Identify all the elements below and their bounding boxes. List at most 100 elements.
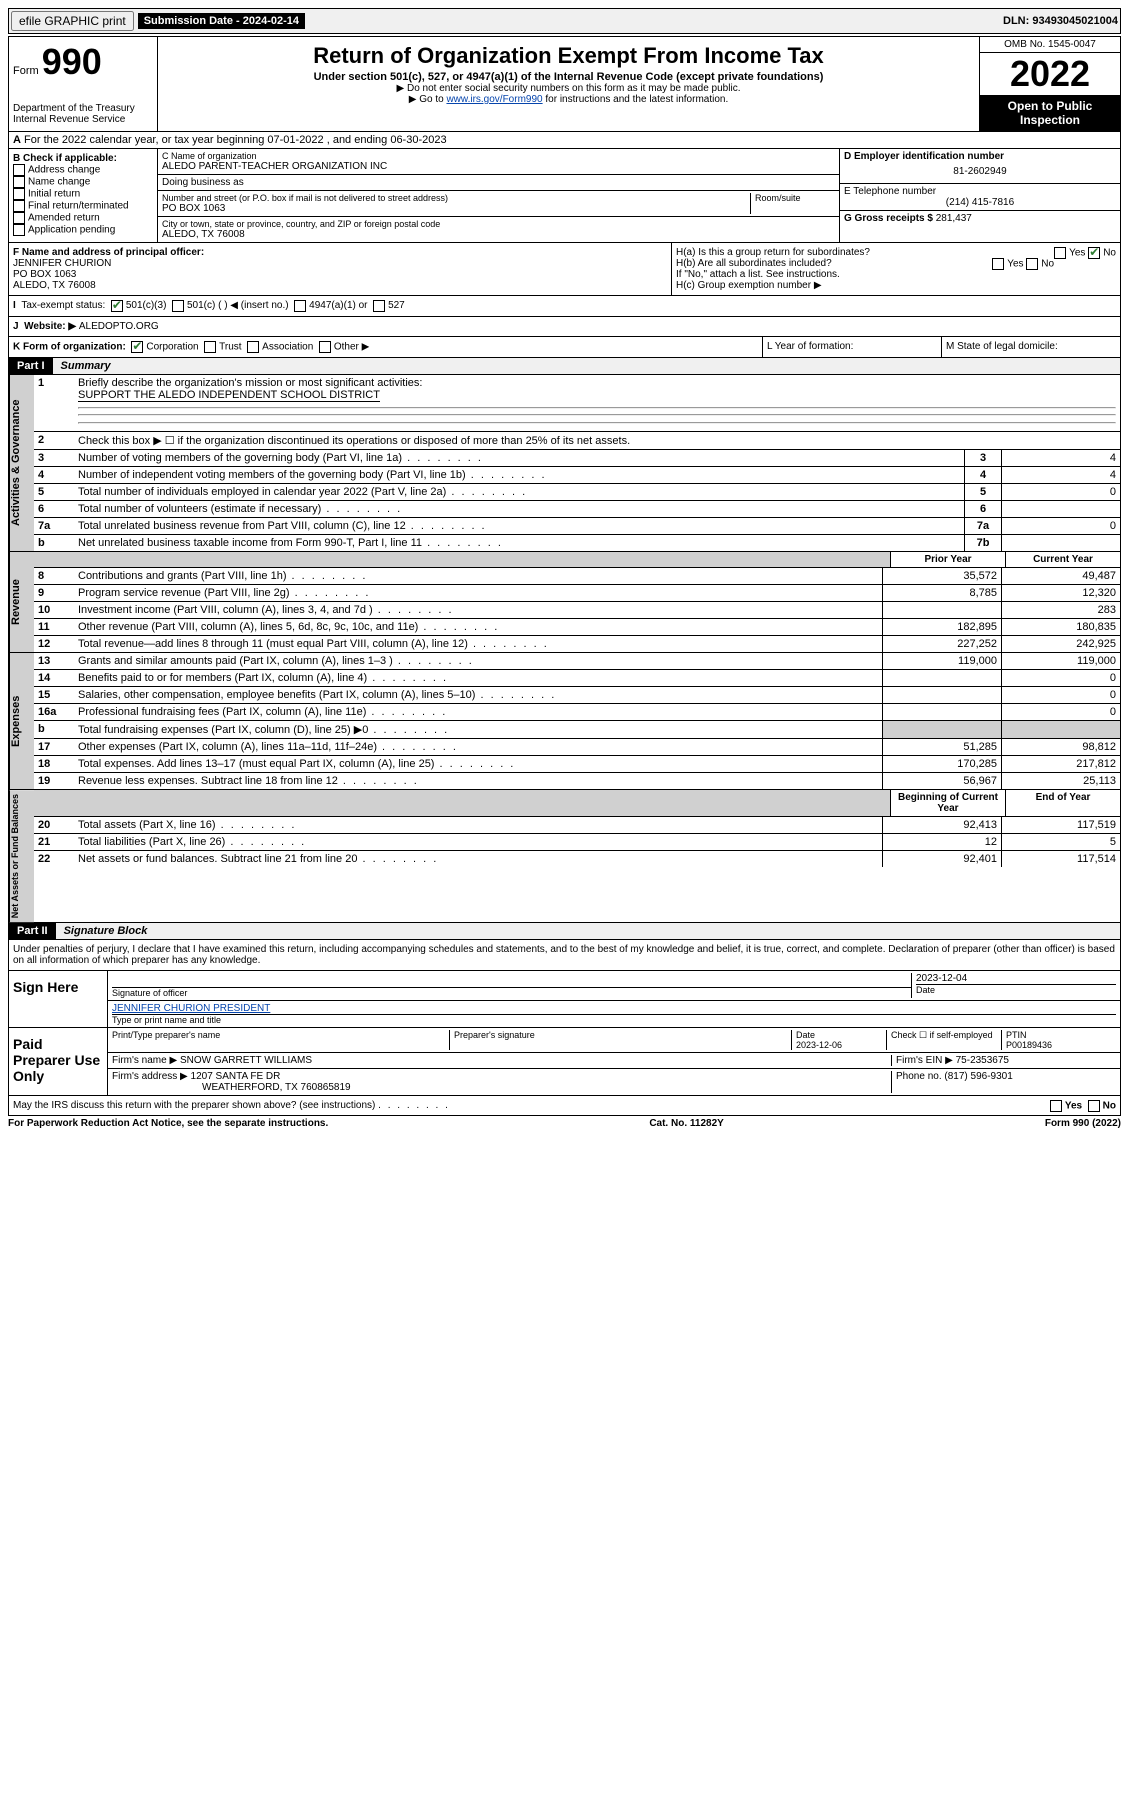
begin-year-header: Beginning of Current Year xyxy=(890,790,1005,816)
state-domicile: M State of legal domicile: xyxy=(941,337,1120,357)
table-row: 20Total assets (Part X, line 16)92,41311… xyxy=(34,817,1120,834)
side-revenue: Revenue xyxy=(9,552,34,652)
col-b-header: B Check if applicable: xyxy=(13,153,117,164)
form-word: Form xyxy=(13,65,39,77)
footer-right: Form 990 (2022) xyxy=(1045,1118,1121,1129)
firm-name-label: Firm's name ▶ xyxy=(112,1055,177,1066)
part1-header: Part I xyxy=(9,358,53,374)
table-row: 9Program service revenue (Part VIII, lin… xyxy=(34,585,1120,602)
ha-label: H(a) Is this a group return for subordin… xyxy=(676,247,870,258)
irs-label: Internal Revenue Service xyxy=(13,114,153,125)
l1-label: Briefly describe the organization's miss… xyxy=(78,377,422,389)
l2-label: Check this box ▶ ☐ if the organization d… xyxy=(74,432,1120,449)
table-row: bNet unrelated business taxable income f… xyxy=(34,535,1120,551)
table-row: 12Total revenue—add lines 8 through 11 (… xyxy=(34,636,1120,652)
hb-note: If "No," attach a list. See instructions… xyxy=(676,269,1116,280)
note-goto-b: for instructions and the latest informat… xyxy=(545,94,728,105)
hb-label: H(b) Are all subordinates included? xyxy=(676,258,832,269)
firm-addr-label: Firm's address ▶ xyxy=(112,1071,188,1082)
table-row: 19Revenue less expenses. Subtract line 1… xyxy=(34,773,1120,789)
officer-label: F Name and address of principal officer: xyxy=(13,247,204,258)
form-subtitle: Under section 501(c), 527, or 4947(a)(1)… xyxy=(162,71,975,83)
table-row: 5Total number of individuals employed in… xyxy=(34,484,1120,501)
form-header: Form 990 Department of the Treasury Inte… xyxy=(8,36,1121,132)
cb-ha-no[interactable] xyxy=(1088,247,1100,259)
firm-ein-label: Firm's EIN ▶ xyxy=(896,1055,953,1066)
cb-initial-return[interactable] xyxy=(13,188,25,200)
side-governance: Activities & Governance xyxy=(9,375,34,551)
cb-amended[interactable] xyxy=(13,212,25,224)
type-name-label: Type or print name and title xyxy=(112,1014,1116,1025)
cb-501c[interactable] xyxy=(172,300,184,312)
table-row: 21Total liabilities (Part X, line 26)125 xyxy=(34,834,1120,851)
current-year-header: Current Year xyxy=(1005,552,1120,567)
cb-ha-yes[interactable] xyxy=(1054,247,1066,259)
table-row: 8Contributions and grants (Part VIII, li… xyxy=(34,568,1120,585)
note-goto-a: ▶ Go to xyxy=(409,94,447,105)
firm-phone: (817) 596-9301 xyxy=(944,1071,1012,1082)
tax-year: 2022 xyxy=(980,53,1120,95)
part2-title: Signature Block xyxy=(56,925,148,937)
cb-527[interactable] xyxy=(373,300,385,312)
submission-date: Submission Date - 2024-02-14 xyxy=(138,13,305,29)
cb-discuss-yes[interactable] xyxy=(1050,1100,1062,1112)
top-bar: efile GRAPHIC print Submission Date - 20… xyxy=(8,8,1121,34)
city-label: City or town, state or province, country… xyxy=(162,219,835,229)
tax-status-label: Tax-exempt status: xyxy=(21,300,105,312)
table-row: 6Total number of volunteers (estimate if… xyxy=(34,501,1120,518)
footer-left: For Paperwork Reduction Act Notice, see … xyxy=(8,1118,328,1129)
cb-assoc[interactable] xyxy=(247,341,259,353)
cb-hb-yes[interactable] xyxy=(992,258,1004,270)
ein-label: D Employer identification number xyxy=(844,151,1004,162)
gross-value: 281,437 xyxy=(936,213,972,224)
prep-sig-label: Preparer's signature xyxy=(449,1030,791,1050)
table-row: 17Other expenses (Part IX, column (A), l… xyxy=(34,739,1120,756)
cb-name-change[interactable] xyxy=(13,176,25,188)
officer-addr: PO BOX 1063 xyxy=(13,269,667,280)
phone-value: (214) 415-7816 xyxy=(844,197,1116,208)
part1-title: Summary xyxy=(53,360,111,372)
cb-hb-no[interactable] xyxy=(1026,258,1038,270)
table-row: 3Number of voting members of the governi… xyxy=(34,450,1120,467)
firm-addr: 1207 SANTA FE DR xyxy=(191,1071,281,1082)
cb-other[interactable] xyxy=(319,341,331,353)
date-label: Date xyxy=(916,984,1116,995)
org-city: ALEDO, TX 76008 xyxy=(162,229,835,240)
officer-name-link[interactable]: JENNIFER CHURION PRESIDENT xyxy=(112,1003,270,1014)
col-b-checkboxes: B Check if applicable: Address change Na… xyxy=(9,149,158,242)
dba-label: Doing business as xyxy=(158,175,839,191)
irs-link[interactable]: www.irs.gov/Form990 xyxy=(446,94,542,105)
sig-officer-label: Signature of officer xyxy=(112,987,911,998)
side-expenses: Expenses xyxy=(9,653,34,789)
cb-discuss-no[interactable] xyxy=(1088,1100,1100,1112)
cb-501c3[interactable] xyxy=(111,300,123,312)
ptin-label: PTIN xyxy=(1006,1030,1027,1040)
l1-value: SUPPORT THE ALEDO INDEPENDENT SCHOOL DIS… xyxy=(78,389,380,402)
cb-trust[interactable] xyxy=(204,341,216,353)
ptin-value: P00189436 xyxy=(1006,1040,1052,1050)
table-row: 15Salaries, other compensation, employee… xyxy=(34,687,1120,704)
cb-app-pending[interactable] xyxy=(13,224,25,236)
cb-final-return[interactable] xyxy=(13,200,25,212)
prep-name-label: Print/Type preparer's name xyxy=(112,1030,449,1050)
table-row: 18Total expenses. Add lines 13–17 (must … xyxy=(34,756,1120,773)
table-row: 4Number of independent voting members of… xyxy=(34,467,1120,484)
table-row: 22Net assets or fund balances. Subtract … xyxy=(34,851,1120,867)
table-row: 10Investment income (Part VIII, column (… xyxy=(34,602,1120,619)
website-value: ALEDOPTO.ORG xyxy=(79,321,159,332)
sign-here-label: Sign Here xyxy=(9,971,107,1027)
dln: DLN: 93493045021004 xyxy=(1003,15,1118,27)
website-label: Website: ▶ xyxy=(24,321,76,332)
part2-header: Part II xyxy=(9,923,56,939)
dept-label: Department of the Treasury xyxy=(13,103,153,114)
efile-print-button[interactable]: efile GRAPHIC print xyxy=(11,11,134,31)
org-address: PO BOX 1063 xyxy=(162,203,750,214)
row-a-taxyear: A For the 2022 calendar year, or tax yea… xyxy=(9,132,1120,149)
cb-corp[interactable] xyxy=(131,341,143,353)
sig-date: 2023-12-04 xyxy=(916,973,1116,984)
may-irs-label: May the IRS discuss this return with the… xyxy=(13,1100,375,1111)
cb-4947[interactable] xyxy=(294,300,306,312)
org-name-label: C Name of organization xyxy=(162,151,835,161)
year-formation: L Year of formation: xyxy=(762,337,941,357)
cb-address-change[interactable] xyxy=(13,164,25,176)
